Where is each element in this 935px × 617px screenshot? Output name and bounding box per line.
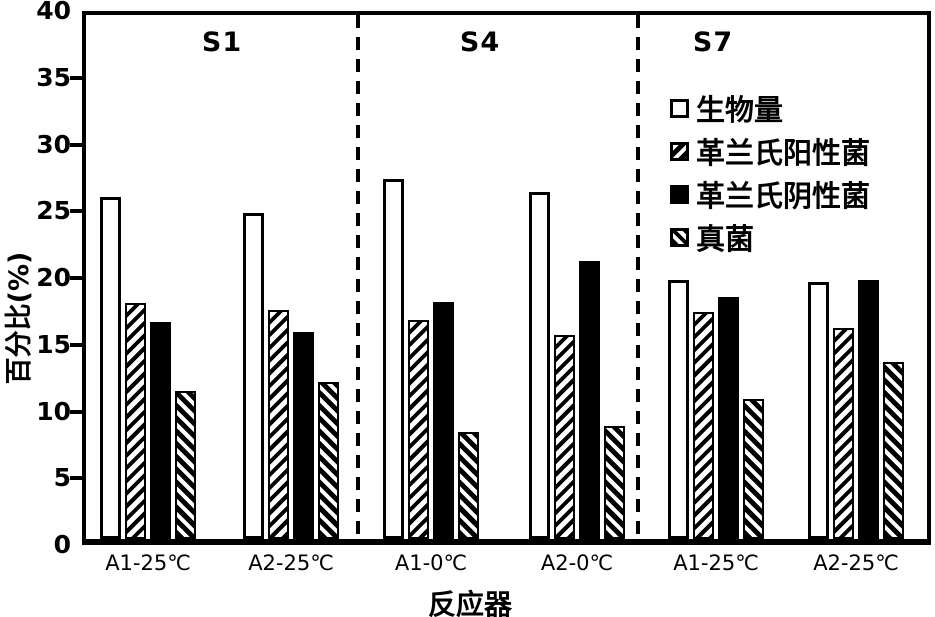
bar-gram-negative	[150, 322, 171, 539]
bar-biomass	[383, 179, 404, 539]
y-tick-mark	[70, 142, 82, 147]
legend-item-biomass: 生物量	[670, 90, 870, 127]
y-tick-label: 35	[36, 62, 71, 92]
legend-marker-forward-hatch-icon	[670, 141, 689, 161]
y-tick-label: 30	[36, 129, 71, 159]
bar-gram-positive	[125, 303, 146, 539]
bar-fungi	[318, 382, 339, 539]
section-label-s4: S4	[459, 27, 501, 58]
bar-gram-positive	[693, 312, 714, 539]
bar-biomass	[243, 213, 264, 539]
legend-label-gram-negative: 革兰氏阴性菌	[696, 179, 871, 213]
y-tick-mark	[70, 276, 82, 280]
bar-fungi	[175, 391, 196, 539]
plot-area: 生物量 革兰氏阳性菌 革兰氏阴性菌 真菌 S1 S4 S7	[82, 11, 931, 545]
bar-fungi	[883, 362, 904, 539]
legend-label-biomass: 生物量	[696, 93, 784, 127]
x-axis-label: 反应器	[427, 588, 512, 617]
bar-biomass	[668, 280, 689, 539]
y-tick-label: 15	[36, 329, 71, 359]
bar-biomass	[100, 197, 121, 539]
x-tick-label: A2-0℃	[540, 551, 614, 575]
section-divider-dashed-line	[636, 15, 640, 539]
y-tick-mark	[70, 342, 82, 347]
bar-fungi	[743, 399, 764, 539]
section-divider-dashed-line	[356, 15, 360, 539]
chart-legend: 生物量 革兰氏阳性菌 革兰氏阴性菌 真菌	[670, 90, 871, 256]
bar-gram-negative	[858, 280, 879, 539]
y-tick-label: 25	[36, 196, 71, 226]
bar-biomass	[529, 192, 550, 539]
bar-biomass	[808, 282, 829, 539]
x-tick-label: A1-25℃	[673, 551, 759, 575]
y-tick-mark	[70, 75, 82, 80]
legend-marker-back-hatch-icon	[670, 227, 689, 247]
bar-gram-positive	[554, 335, 575, 539]
bar-gram-positive	[268, 310, 289, 539]
legend-label-gram-positive: 革兰氏阳性菌	[696, 136, 871, 170]
legend-item-fungi: 真菌	[670, 219, 870, 256]
section-label-s7: S7	[692, 27, 734, 58]
bar-gram-negative	[433, 302, 454, 539]
y-tick-label: 0	[53, 530, 71, 559]
y-tick-label: 20	[36, 263, 71, 292]
section-label-s1: S1	[201, 27, 243, 58]
bar-fungi	[458, 432, 479, 539]
bar-gram-negative	[579, 261, 600, 539]
bar-gram-positive	[833, 328, 854, 539]
legend-item-gram-negative: 革兰氏阴性菌	[670, 176, 871, 213]
legend-marker-solid-square-icon	[670, 184, 689, 204]
y-tick-mark	[70, 209, 82, 214]
bar-gram-negative	[293, 332, 314, 539]
y-tick-label: 40	[36, 0, 71, 25]
y-tick-mark	[70, 476, 82, 481]
x-tick-label: A1-25℃	[105, 551, 191, 575]
bar-gram-negative	[718, 297, 739, 539]
legend-marker-open-square-icon	[670, 98, 689, 118]
x-tick-label: A2-25℃	[248, 551, 334, 575]
x-tick-label: A1-0℃	[394, 551, 468, 575]
bar-gram-positive	[408, 320, 429, 539]
y-tick-label: 5	[53, 463, 71, 493]
legend-label-fungi: 真菌	[696, 222, 755, 256]
y-tick-mark	[70, 409, 82, 414]
bar-fungi	[604, 426, 625, 539]
legend-item-gram-positive: 革兰氏阳性菌	[670, 133, 871, 170]
y-tick-label: 10	[36, 396, 71, 426]
x-tick-label: A2-25℃	[813, 551, 899, 575]
